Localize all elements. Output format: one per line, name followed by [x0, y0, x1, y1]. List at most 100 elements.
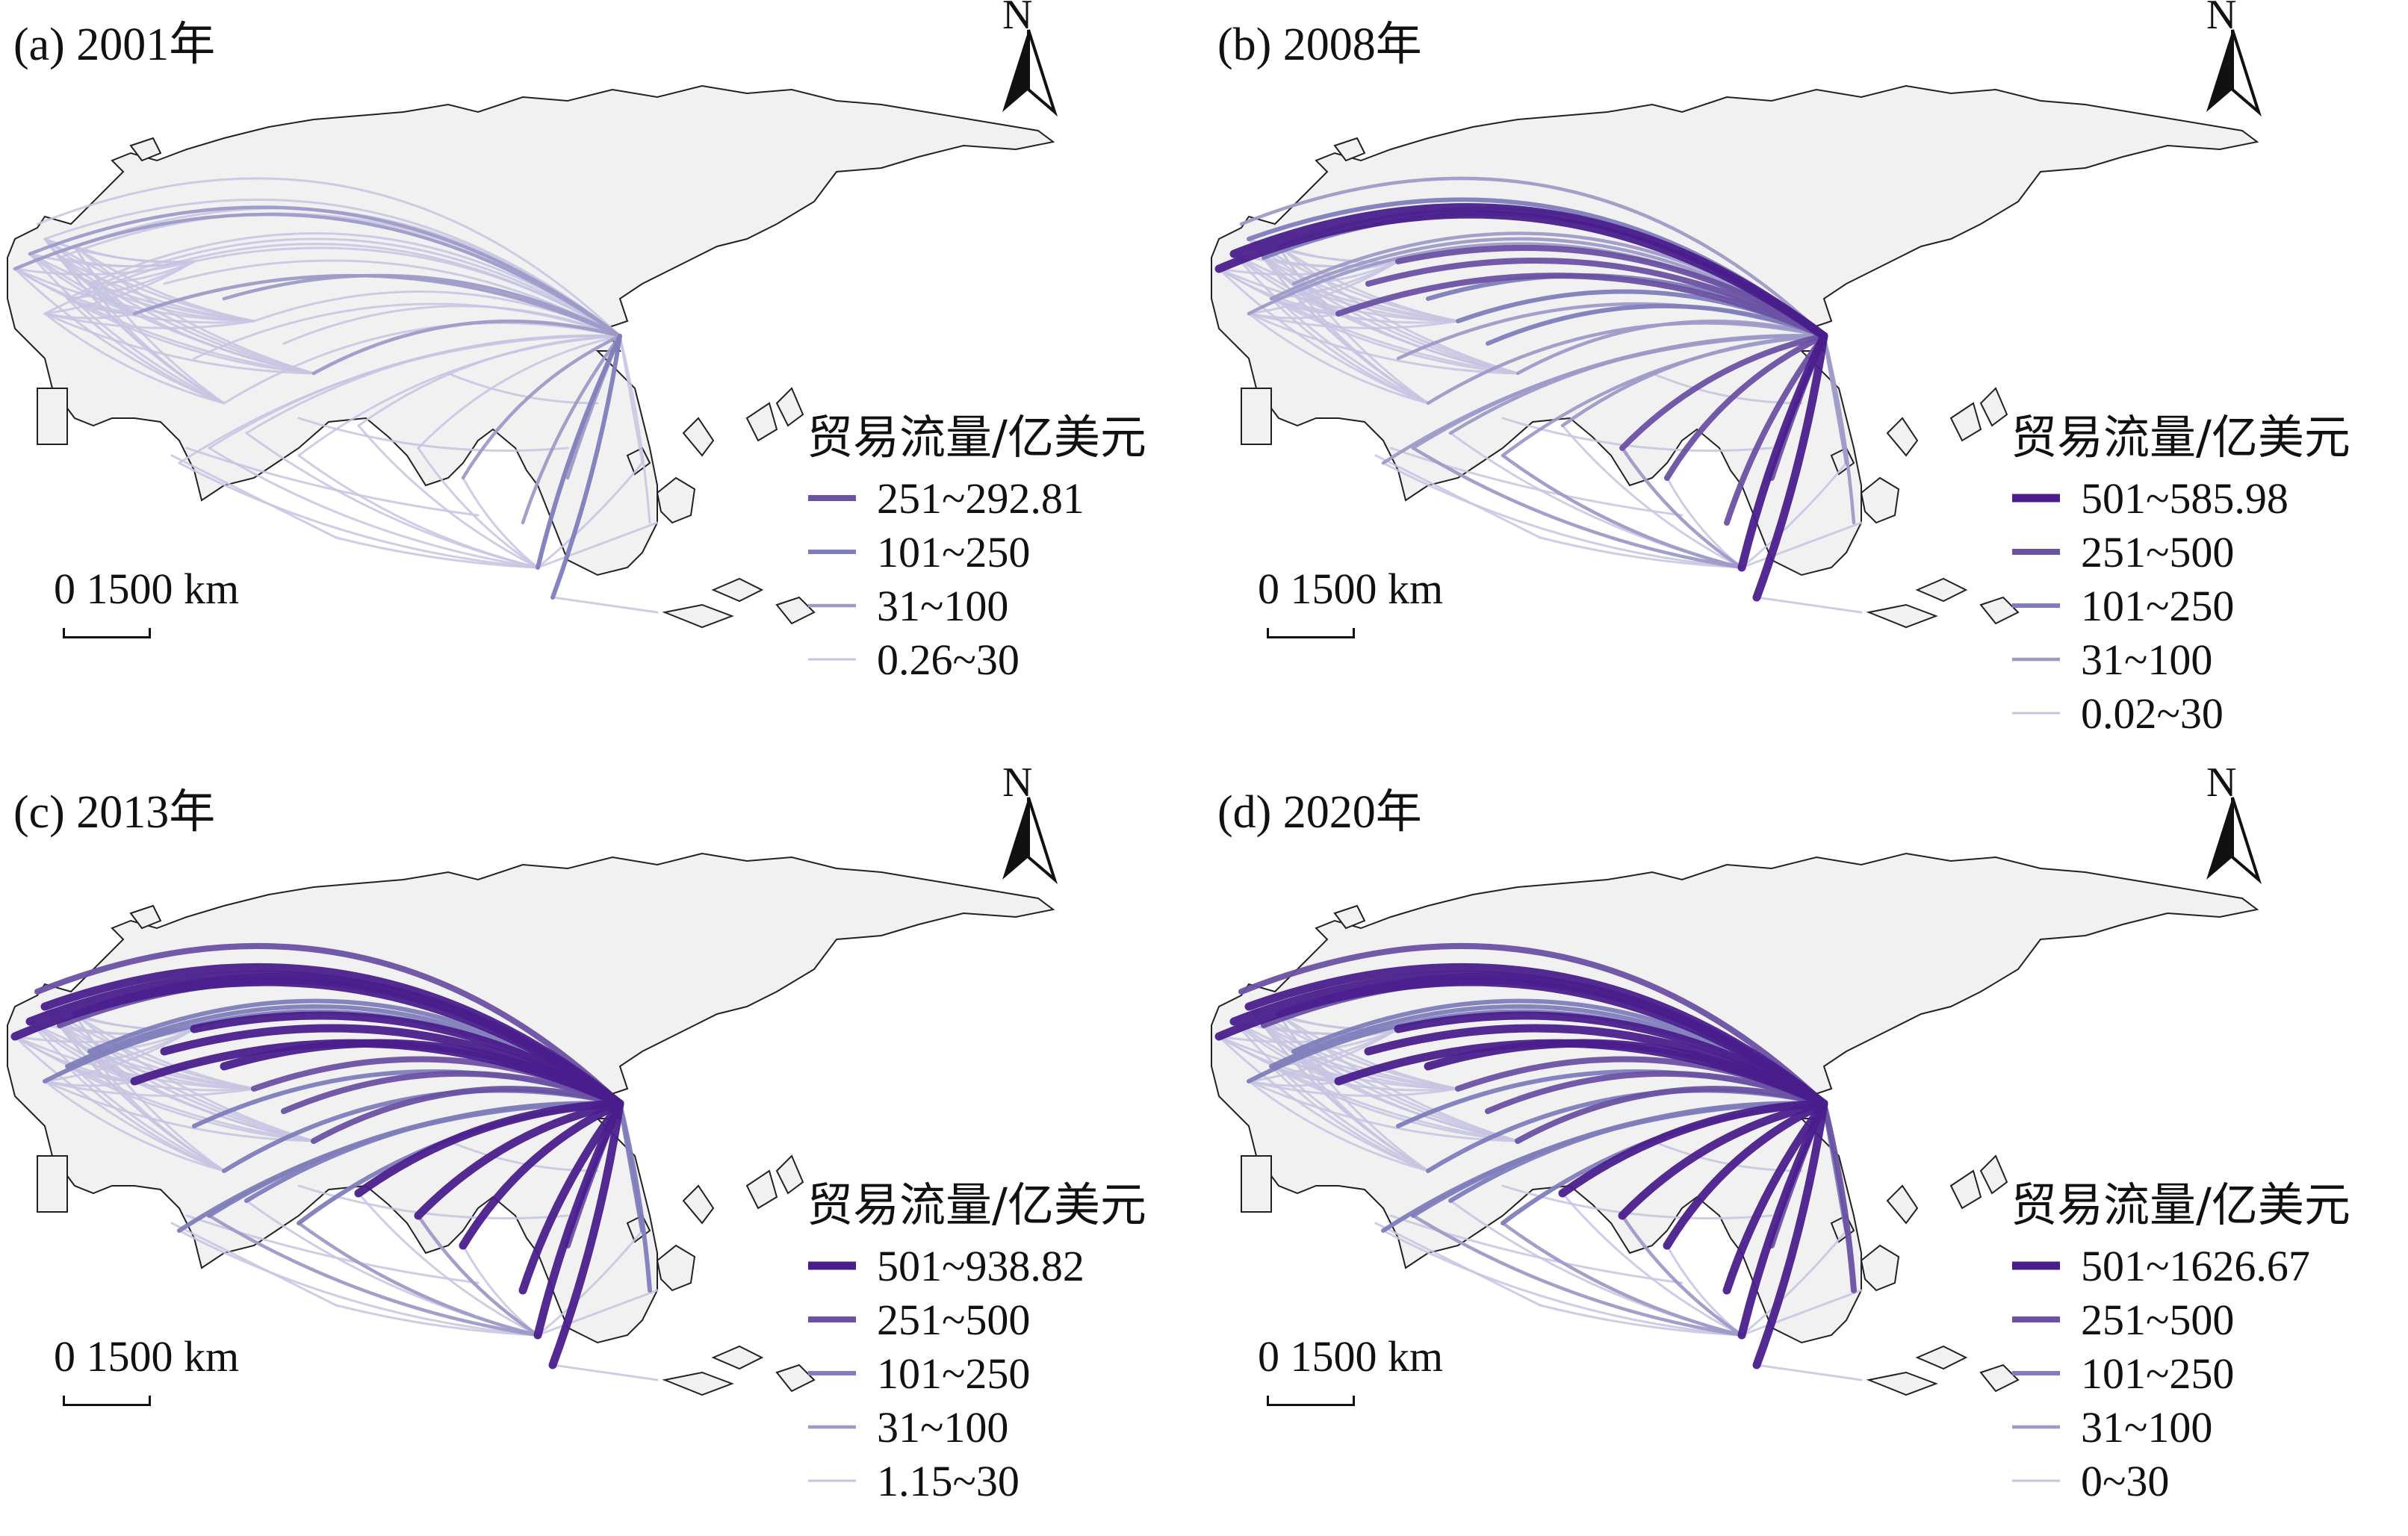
legend-swatch	[808, 1425, 856, 1429]
island	[775, 596, 816, 625]
legend-swatch	[808, 495, 856, 501]
trade-flow-line	[1238, 943, 1827, 1107]
island	[711, 577, 764, 603]
trade-flow-line	[28, 205, 622, 338]
panel-title: (c) 2013年	[13, 787, 216, 838]
trade-flow-line	[13, 1027, 196, 1043]
legend-swatch	[808, 550, 856, 554]
map-panel-2020: (d) 2020年 N 贸易流量/亿美元 501~1626.67 251~500 1…	[1204, 759, 2408, 1535]
trade-flow-line	[416, 1213, 540, 1337]
island	[662, 603, 734, 629]
trade-flow-line	[28, 252, 226, 405]
legend-swatch	[2012, 494, 2060, 503]
trade-flow-line	[1247, 312, 1519, 375]
trade-flow-line	[1740, 461, 1848, 569]
island	[1860, 476, 1900, 524]
trade-flow-line	[533, 1099, 624, 1340]
legend-item: 501~1626.67	[2011, 1239, 2399, 1293]
legend-item: 31~100	[807, 1400, 1195, 1454]
legend-label: 0.02~30	[2081, 688, 2224, 738]
trade-flow-line	[245, 334, 621, 435]
trade-flow-line	[220, 1039, 624, 1108]
trade-flow-line	[13, 267, 315, 375]
trade-flow-line	[1247, 1027, 1400, 1083]
island	[626, 447, 651, 476]
trade-flow-line	[335, 1304, 539, 1337]
trade-flow-line	[43, 312, 315, 375]
island	[1860, 1244, 1900, 1292]
trade-flow-line	[551, 1364, 659, 1381]
trade-flow-line	[1229, 203, 1828, 341]
trade-flow-line	[1561, 1192, 1743, 1337]
trade-flow-line	[1664, 333, 1827, 481]
legend-item: 501~938.82	[807, 1239, 1195, 1293]
trade-flow-line	[223, 321, 621, 405]
legend-label: 101~250	[2081, 581, 2235, 630]
trade-flow-line	[1395, 245, 1827, 339]
trade-flow-line	[43, 1027, 196, 1083]
legend-item: 0.26~30	[807, 632, 1195, 686]
legend-item: 251~500	[2011, 525, 2399, 579]
scale-label: 0 1500 km	[54, 565, 240, 613]
island	[1979, 1364, 2020, 1393]
legend-label: 1.15~30	[877, 1456, 1020, 1505]
trade-flow-map	[7, 84, 1055, 629]
trade-flow-line	[185, 1214, 480, 1284]
trade-flow-line	[536, 1289, 659, 1337]
trade-flow-line	[1247, 1080, 1519, 1142]
island	[129, 137, 162, 162]
landmass-fragment	[37, 388, 68, 445]
legend-title: 贸易流量/亿美元	[2011, 410, 2350, 464]
legend-item: 0~30	[2011, 1454, 2399, 1508]
legend-label: 101~250	[877, 1349, 1031, 1398]
legend-label: 0.26~30	[877, 635, 1020, 684]
legend-item: 101~250	[2011, 1346, 2399, 1400]
trade-flow-line	[1663, 1099, 1828, 1250]
legend-label: 31~100	[877, 1402, 1009, 1452]
legend-swatch	[2012, 1371, 2060, 1375]
legend-label: 31~100	[877, 581, 1009, 630]
legend-label: 251~500	[2081, 1295, 2235, 1344]
trade-flow-line	[88, 282, 315, 375]
legend-swatch	[2012, 1316, 2060, 1322]
trade-flow-line	[190, 1011, 624, 1108]
legend-rows: 501~938.82 251~500 101~250 31~100 1.15~30	[807, 1239, 1195, 1508]
legend-label: 31~100	[2081, 1402, 2213, 1452]
legend-swatch	[808, 1316, 856, 1322]
north-arrow-icon	[1002, 797, 1058, 885]
map-panel-2001: (a) 2001年 N 贸易流量/亿美元 251~292.81 101~250 31…	[0, 0, 1204, 768]
trade-flow-line	[1292, 282, 1519, 375]
trade-flow-line	[1722, 1099, 1828, 1295]
legend-item: 101~250	[807, 1346, 1195, 1400]
trade-flow-line	[1501, 417, 1773, 453]
trade-flow-line	[1755, 596, 1863, 614]
legend-item: 31~100	[807, 579, 1195, 632]
trade-flow-line	[1262, 1024, 1459, 1090]
legend-label: 101~250	[2081, 1349, 2235, 1398]
trade-flow-line	[297, 417, 569, 453]
island	[775, 387, 804, 427]
legend-swatch	[2012, 657, 2060, 662]
legend-label: 0~30	[2081, 1456, 2170, 1505]
trade-flow-line	[1270, 297, 1430, 405]
legend-rows: 501~585.98 251~500 101~250 31~100 0.02~30	[2011, 471, 2399, 740]
trade-flow-line	[1244, 963, 1828, 1108]
trade-flow-map	[1211, 852, 2259, 1396]
trade-flow-line	[88, 1050, 315, 1142]
trade-flow-line	[414, 1099, 624, 1220]
scale-bar: 0 1500 km	[54, 564, 240, 638]
trade-flow-line	[1247, 1080, 1430, 1172]
trade-flow-line	[536, 334, 622, 570]
trade-flow-line	[13, 1035, 315, 1142]
legend-label: 251~292.81	[877, 473, 1084, 523]
trade-flow-line	[1486, 303, 1826, 346]
island	[1979, 596, 2020, 625]
trade-flow-line	[193, 302, 621, 360]
island	[129, 904, 162, 930]
trade-flow-line	[1411, 1213, 1744, 1337]
legend-item: 31~100	[2011, 632, 2399, 686]
trade-flow-line	[43, 1080, 315, 1142]
island	[1333, 904, 1366, 930]
trade-flow-line	[1389, 1214, 1684, 1284]
trade-flow-line	[1335, 273, 1827, 339]
